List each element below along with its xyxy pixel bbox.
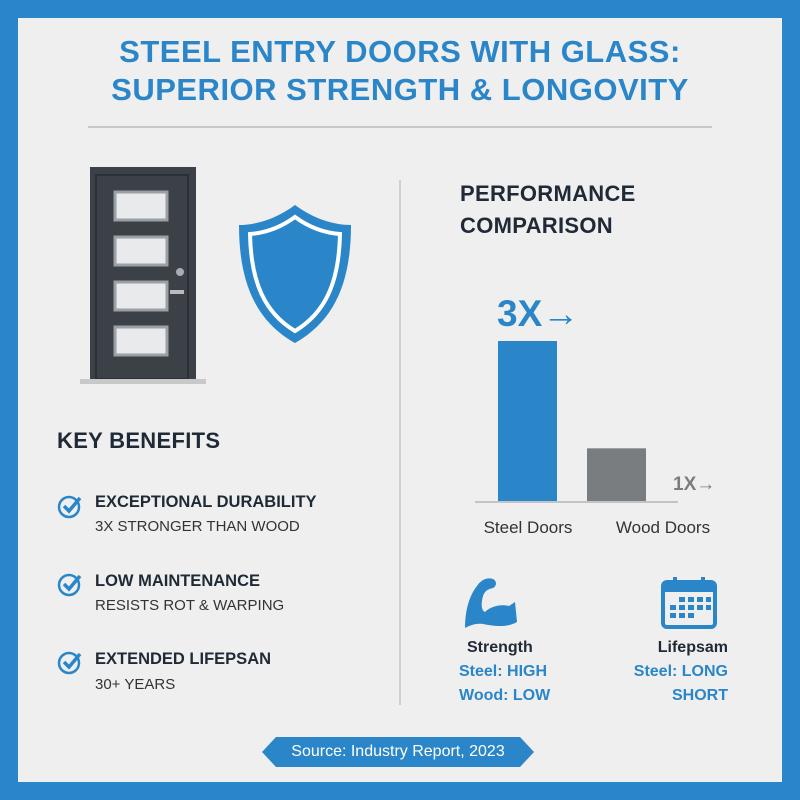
benefit-subtitle: RESISTS ROT & WARPING [95, 597, 285, 614]
strength-wood: Wood: LOW [459, 687, 551, 704]
benefit-subtitle: 30+ YEARS [95, 676, 176, 693]
lifespan-steel: Steel: LONG [633, 663, 728, 680]
key-benefits-heading: KEY BENEFITS [57, 428, 221, 453]
source-banner-shape [262, 737, 534, 767]
category-label: Wood Doors [615, 518, 711, 537]
comparison-heading-line-1: PERFORMANCE [460, 181, 636, 206]
check-circle-icon [57, 573, 82, 597]
check-circle-icon [57, 651, 82, 675]
category-label: Steel Doors [483, 518, 573, 537]
benefit-subtitle: 3X STRONGER THAN WOOD [95, 518, 300, 535]
lifespan-title: Lifepsam [657, 639, 728, 656]
strength-title: Strength [467, 639, 533, 656]
flexed-arm-icon [465, 578, 517, 628]
benefit-title: EXCEPTIONAL DURABILITY [95, 493, 317, 511]
lifespan-wood: SHORT [672, 687, 728, 704]
title-line-1: STEEL ENTRY DOORS WITH GLASS: [119, 34, 681, 69]
calendar-icon [661, 577, 717, 629]
comparison-heading-line-2: COMPARISON [460, 213, 613, 238]
benefit-title: EXTENDED LIFEPSAN [95, 650, 272, 668]
check-circle-icon [57, 495, 82, 519]
wood-data-label: 1X→ [673, 474, 716, 495]
title-line-2: SUPERIOR STRENGTH & LONGOVITY [111, 72, 689, 107]
strength-steel: Steel: HIGH [459, 663, 548, 680]
source-label: Source: Industry Report, 2023 [291, 743, 505, 760]
title-divider [88, 126, 712, 128]
shield-icon [239, 205, 351, 343]
steel-data-label: 3X→ [497, 293, 580, 334]
door-illustration [80, 167, 206, 384]
column-divider [399, 180, 401, 705]
benefit-title: LOW MAINTENANCE [95, 572, 260, 590]
